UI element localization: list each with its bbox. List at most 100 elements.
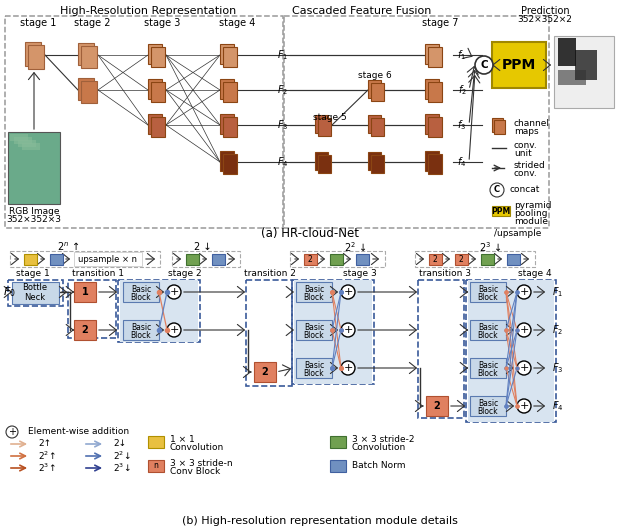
Text: 2: 2: [308, 254, 312, 263]
Bar: [429, 253, 442, 265]
Bar: [296, 320, 332, 340]
Circle shape: [6, 426, 18, 438]
Text: (b) High-resolution representation module details: (b) High-resolution representation modul…: [182, 516, 458, 526]
Bar: [123, 320, 159, 340]
Text: conv.: conv.: [514, 142, 538, 150]
Text: stage 2: stage 2: [74, 18, 110, 28]
Bar: [294, 280, 372, 384]
Text: $2^3$↑: $2^3$↑: [38, 462, 56, 474]
Text: 352×352×3: 352×352×3: [6, 215, 61, 224]
Text: channel: channel: [514, 118, 550, 127]
Bar: [220, 114, 234, 134]
Text: $2^2$↓: $2^2$↓: [113, 450, 131, 462]
Text: module: module: [514, 218, 548, 227]
Bar: [254, 362, 276, 382]
Circle shape: [475, 56, 493, 74]
Text: Block: Block: [304, 331, 324, 340]
Text: PPM: PPM: [502, 58, 536, 72]
Bar: [428, 82, 442, 102]
Bar: [481, 253, 493, 265]
Text: stage 1: stage 1: [20, 18, 56, 28]
Text: 2↑: 2↑: [38, 439, 51, 448]
Text: +: +: [170, 287, 179, 297]
Bar: [12, 282, 59, 304]
Text: Basic: Basic: [131, 285, 151, 294]
Text: pooling: pooling: [514, 210, 547, 219]
Text: Basic: Basic: [304, 361, 324, 370]
Circle shape: [341, 361, 355, 375]
Text: 2↓: 2↓: [113, 439, 126, 448]
Text: n: n: [154, 461, 159, 470]
Text: Element-wise addition: Element-wise addition: [28, 428, 129, 437]
Bar: [466, 280, 556, 422]
Text: Convolution: Convolution: [170, 444, 224, 452]
Text: $F_2$: $F_2$: [552, 323, 563, 337]
Bar: [506, 253, 520, 265]
Bar: [315, 115, 328, 133]
Text: $2^n$ ↑: $2^n$ ↑: [57, 241, 79, 253]
Bar: [78, 43, 94, 65]
Bar: [428, 154, 442, 174]
Text: $F_4$: $F_4$: [277, 155, 289, 169]
Bar: [290, 251, 385, 267]
Text: concat: concat: [510, 185, 540, 194]
Bar: [223, 117, 237, 137]
Bar: [371, 155, 384, 173]
Text: 2: 2: [433, 254, 437, 263]
Circle shape: [517, 399, 531, 413]
Text: Basic: Basic: [478, 399, 498, 408]
Text: Block: Block: [131, 331, 151, 340]
Text: Block: Block: [477, 293, 499, 301]
Circle shape: [517, 323, 531, 337]
Text: $2^3$↓: $2^3$↓: [113, 462, 131, 474]
Text: stage 7: stage 7: [422, 18, 458, 28]
Bar: [5, 16, 283, 228]
Text: 2: 2: [459, 254, 463, 263]
Bar: [425, 114, 439, 134]
Text: conv.: conv.: [514, 168, 538, 177]
Text: +: +: [519, 363, 529, 373]
Text: Block: Block: [477, 369, 499, 378]
Bar: [78, 78, 94, 100]
Text: Block: Block: [477, 407, 499, 416]
Bar: [81, 46, 97, 68]
Text: Basic: Basic: [304, 323, 324, 332]
Bar: [368, 80, 381, 98]
Bar: [120, 280, 198, 342]
Text: $2^3$ ↓: $2^3$ ↓: [479, 241, 501, 253]
Text: RGB Image: RGB Image: [9, 208, 60, 216]
Text: Basic: Basic: [304, 285, 324, 294]
Bar: [558, 38, 576, 66]
Bar: [151, 82, 165, 102]
Bar: [454, 253, 467, 265]
Bar: [470, 396, 506, 416]
Text: C: C: [480, 60, 488, 70]
Bar: [303, 253, 317, 265]
Text: Batch Norm: Batch Norm: [352, 461, 406, 470]
Text: Basic: Basic: [131, 323, 151, 332]
Text: 2: 2: [82, 325, 88, 335]
Circle shape: [490, 183, 504, 197]
Bar: [118, 280, 200, 342]
Text: 2: 2: [262, 367, 268, 377]
Bar: [330, 460, 346, 472]
Bar: [492, 118, 503, 132]
Bar: [575, 50, 597, 80]
Bar: [492, 42, 546, 88]
Text: Basic: Basic: [478, 285, 498, 294]
Circle shape: [167, 323, 181, 337]
Text: Block: Block: [477, 331, 499, 340]
Text: Cascaded Feature Fusion: Cascaded Feature Fusion: [292, 6, 432, 16]
Text: $2^2$ ↓: $2^2$ ↓: [344, 241, 366, 253]
Bar: [223, 47, 237, 67]
Text: $f_3$: $f_3$: [458, 118, 467, 132]
Bar: [492, 206, 510, 216]
Text: Prediction: Prediction: [521, 6, 570, 16]
Circle shape: [167, 285, 181, 299]
Bar: [292, 280, 374, 384]
Bar: [425, 79, 439, 99]
Text: Basic: Basic: [478, 361, 498, 370]
Bar: [151, 117, 165, 137]
Text: stage 6: stage 6: [358, 71, 392, 80]
Bar: [8, 280, 63, 306]
